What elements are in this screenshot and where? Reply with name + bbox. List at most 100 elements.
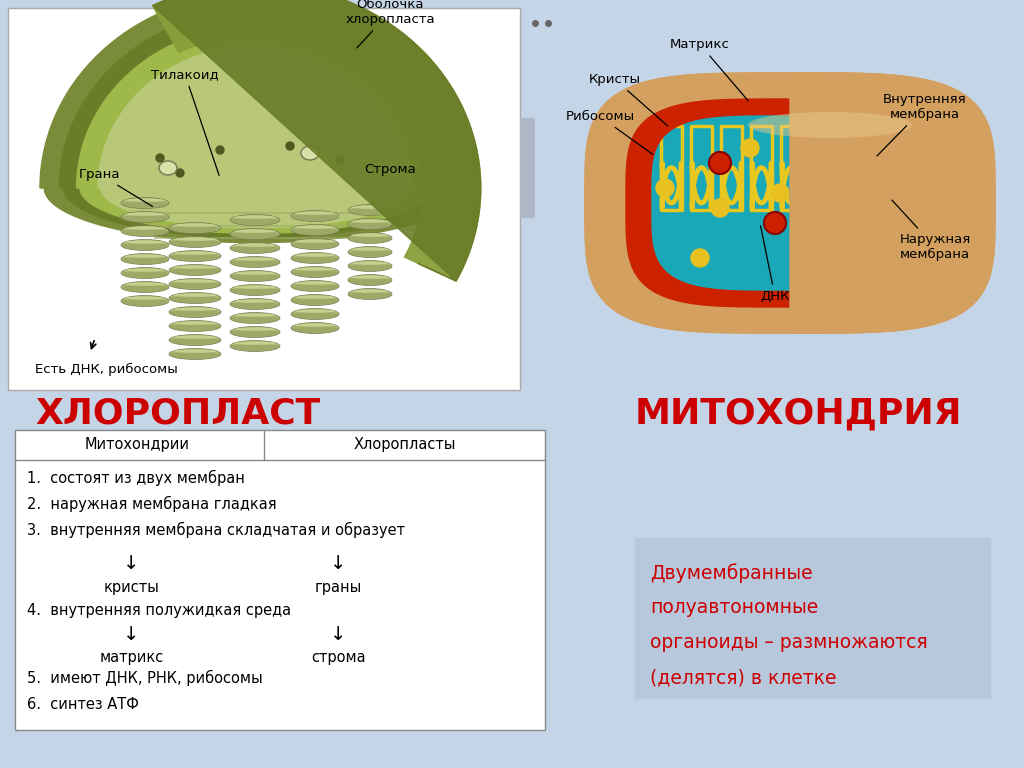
- Polygon shape: [98, 45, 412, 228]
- Bar: [691, 126, 712, 210]
- Text: Тилакоид: Тилакоид: [152, 68, 219, 175]
- Circle shape: [741, 139, 759, 157]
- Bar: [901, 126, 922, 210]
- Ellipse shape: [125, 240, 166, 244]
- Ellipse shape: [121, 270, 169, 278]
- Circle shape: [771, 184, 790, 202]
- Ellipse shape: [125, 296, 166, 300]
- Ellipse shape: [230, 243, 280, 253]
- Text: полуавтономные: полуавтономные: [650, 598, 818, 617]
- Text: ХЛОРОПЛАСТ: ХЛОРОПЛАСТ: [35, 396, 321, 430]
- Text: Митохондрии: Митохондрии: [84, 438, 189, 452]
- Polygon shape: [77, 26, 433, 233]
- Ellipse shape: [230, 329, 280, 337]
- Text: Рибосомы: Рибосомы: [565, 110, 652, 154]
- Ellipse shape: [233, 257, 276, 261]
- Ellipse shape: [295, 323, 336, 327]
- Ellipse shape: [169, 237, 221, 247]
- Text: МИТОХОНДРИЯ: МИТОХОНДРИЯ: [635, 396, 963, 430]
- Bar: [721, 126, 741, 210]
- Polygon shape: [153, 0, 480, 281]
- Ellipse shape: [121, 282, 169, 293]
- Text: 5.  имеют ДНК, РНК, рибосомы: 5. имеют ДНК, РНК, рибосомы: [27, 670, 262, 687]
- Ellipse shape: [169, 337, 221, 345]
- Ellipse shape: [125, 199, 166, 202]
- Ellipse shape: [230, 270, 280, 282]
- Ellipse shape: [125, 283, 166, 286]
- Ellipse shape: [173, 349, 217, 353]
- Ellipse shape: [351, 247, 389, 251]
- Text: органоиды – размножаются: органоиды – размножаются: [650, 633, 928, 652]
- Polygon shape: [59, 11, 451, 237]
- Ellipse shape: [173, 252, 217, 255]
- Ellipse shape: [125, 255, 166, 258]
- Ellipse shape: [173, 223, 217, 227]
- Ellipse shape: [121, 253, 169, 264]
- Ellipse shape: [295, 240, 336, 243]
- Circle shape: [176, 169, 184, 177]
- Ellipse shape: [121, 242, 169, 250]
- Ellipse shape: [348, 219, 392, 230]
- Text: ДНК: ДНК: [760, 226, 790, 303]
- Ellipse shape: [291, 280, 339, 292]
- Ellipse shape: [169, 279, 221, 290]
- Polygon shape: [626, 99, 855, 307]
- Ellipse shape: [230, 231, 280, 239]
- Ellipse shape: [121, 226, 169, 237]
- Ellipse shape: [233, 243, 276, 247]
- Ellipse shape: [230, 257, 280, 267]
- Ellipse shape: [348, 207, 392, 215]
- Text: Хлоропласты: Хлоропласты: [353, 438, 456, 452]
- Ellipse shape: [169, 323, 221, 331]
- Ellipse shape: [233, 230, 276, 233]
- Ellipse shape: [291, 255, 339, 263]
- Ellipse shape: [121, 298, 169, 306]
- Text: Внутренняя
мембрана: Внутренняя мембрана: [877, 93, 967, 156]
- Ellipse shape: [121, 211, 169, 223]
- Ellipse shape: [230, 273, 280, 281]
- Text: граны: граны: [314, 580, 361, 594]
- Bar: [811, 126, 831, 210]
- Ellipse shape: [295, 296, 336, 299]
- Text: Двумембранные: Двумембранные: [650, 563, 813, 583]
- Ellipse shape: [295, 267, 336, 271]
- Text: 2.  наружная мембрана гладкая: 2. наружная мембрана гладкая: [27, 496, 276, 512]
- Circle shape: [216, 146, 224, 154]
- Ellipse shape: [230, 287, 280, 295]
- Circle shape: [831, 174, 849, 192]
- Polygon shape: [626, 99, 954, 307]
- Bar: [751, 126, 772, 210]
- Polygon shape: [153, 0, 480, 281]
- Ellipse shape: [121, 284, 169, 292]
- Text: ↓: ↓: [330, 554, 346, 573]
- Ellipse shape: [169, 349, 221, 359]
- Ellipse shape: [125, 227, 166, 230]
- Ellipse shape: [169, 320, 221, 332]
- Ellipse shape: [291, 210, 339, 221]
- Circle shape: [656, 179, 674, 197]
- Ellipse shape: [169, 264, 221, 276]
- Bar: [662, 126, 682, 210]
- Ellipse shape: [121, 214, 169, 222]
- Ellipse shape: [291, 311, 339, 319]
- Ellipse shape: [291, 214, 339, 221]
- Text: ↓: ↓: [124, 554, 140, 573]
- Ellipse shape: [169, 351, 221, 359]
- Ellipse shape: [351, 276, 389, 279]
- Ellipse shape: [348, 204, 392, 216]
- Ellipse shape: [230, 214, 280, 226]
- Ellipse shape: [230, 299, 280, 310]
- Text: Грана: Грана: [79, 168, 153, 207]
- Ellipse shape: [351, 262, 389, 265]
- Circle shape: [711, 199, 729, 217]
- Bar: [520, 118, 535, 218]
- Ellipse shape: [121, 257, 169, 264]
- Bar: [781, 126, 802, 210]
- Circle shape: [691, 249, 709, 267]
- Ellipse shape: [233, 300, 276, 303]
- Ellipse shape: [295, 282, 336, 285]
- Ellipse shape: [295, 253, 336, 257]
- Ellipse shape: [233, 216, 276, 219]
- Ellipse shape: [348, 263, 392, 271]
- Ellipse shape: [295, 212, 336, 215]
